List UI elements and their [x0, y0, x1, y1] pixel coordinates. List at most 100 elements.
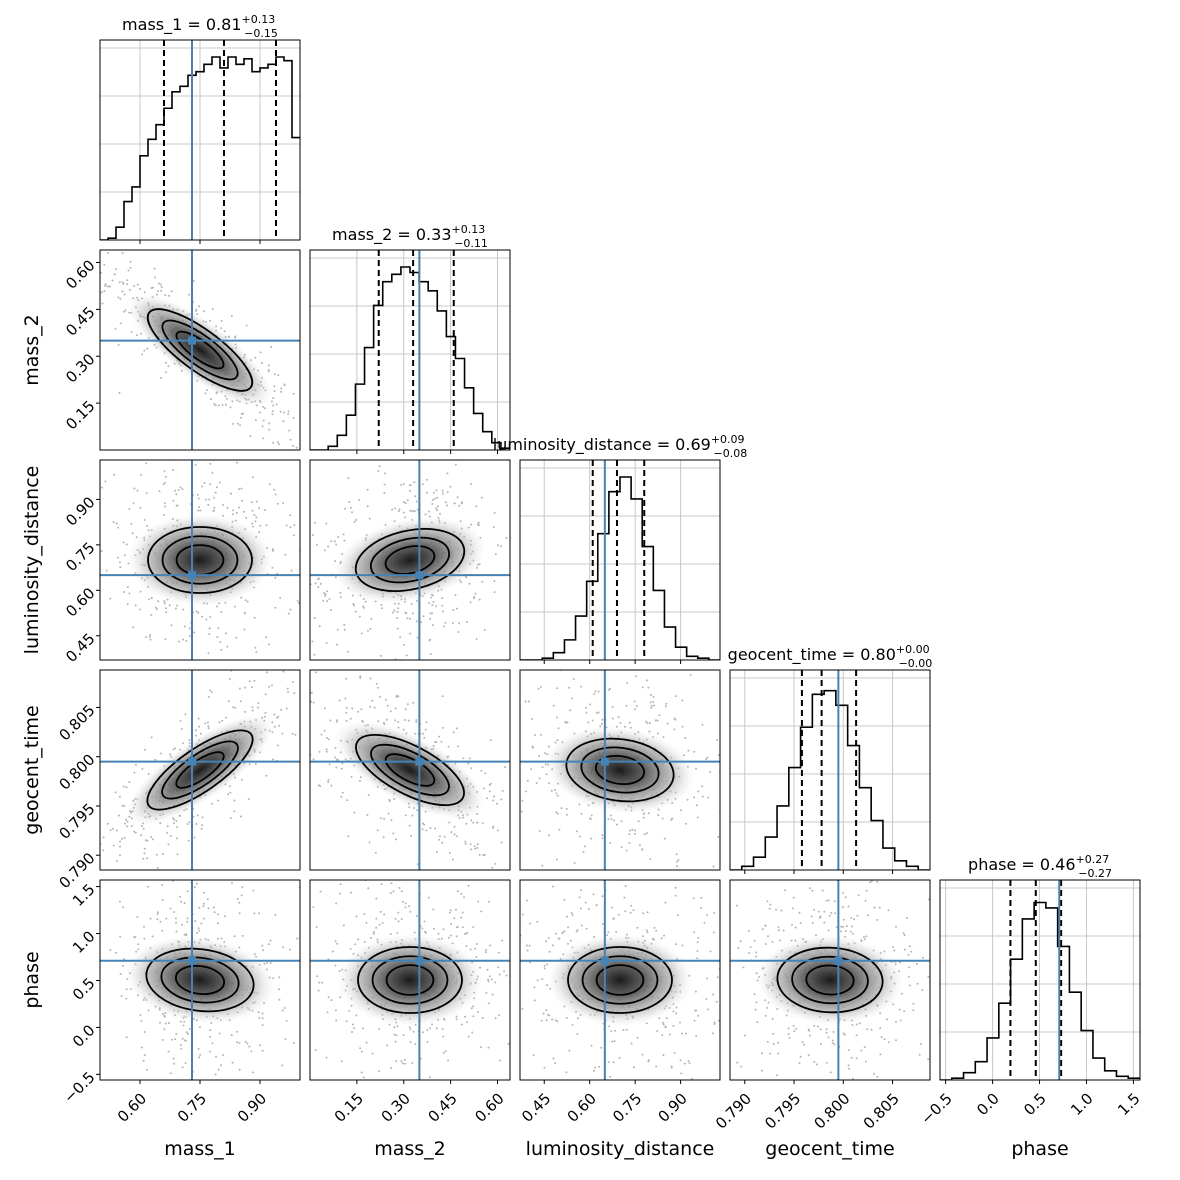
- scatter-point: [151, 286, 154, 289]
- scatter-point: [272, 549, 274, 552]
- scatter-point: [811, 889, 814, 892]
- scatter-point: [545, 832, 547, 834]
- scatter-point: [833, 1043, 836, 1046]
- scatter-point: [611, 706, 614, 708]
- scatter-point: [360, 1071, 363, 1074]
- scatter-point: [764, 1014, 767, 1017]
- scatter-point: [353, 811, 356, 814]
- scatter-point: [230, 315, 233, 318]
- scatter-point: [463, 896, 466, 899]
- scatter-point: [71, 223, 73, 225]
- scatter-point: [340, 767, 343, 770]
- x-tick-label: 1.5: [1114, 1090, 1144, 1120]
- scatter-point: [221, 1054, 224, 1056]
- scatter-point: [795, 1027, 798, 1030]
- scatter-point: [136, 283, 139, 286]
- scatter-point: [498, 1059, 501, 1062]
- scatter-point: [365, 921, 368, 924]
- scatter-point: [855, 1023, 858, 1026]
- scatter-point: [180, 728, 183, 730]
- scatter-point: [172, 1057, 175, 1060]
- scatter-point: [338, 699, 341, 702]
- scatter-point: [569, 709, 572, 712]
- scatter-point: [126, 283, 129, 285]
- scatter-point: [194, 463, 197, 466]
- scatter-point: [429, 827, 432, 829]
- scatter-point: [163, 677, 165, 679]
- scatter-point: [499, 875, 501, 877]
- scatter-point: [160, 752, 163, 755]
- scatter-point: [617, 913, 620, 916]
- scatter-point: [127, 873, 129, 875]
- scatter-point: [378, 465, 381, 468]
- scatter-point: [161, 929, 164, 932]
- scatter-point: [188, 635, 191, 638]
- scatter-point: [742, 966, 745, 969]
- scatter-point: [164, 475, 167, 478]
- scatter-point: [766, 1006, 768, 1009]
- scatter-point: [273, 385, 276, 388]
- scatter-point: [461, 926, 464, 929]
- scatter-point: [226, 645, 229, 648]
- scatter-point: [394, 707, 397, 710]
- scatter-point: [172, 748, 175, 751]
- scatter-point: [347, 650, 350, 653]
- scatter-point: [126, 820, 129, 823]
- scatter-point: [280, 390, 282, 393]
- scatter-point: [114, 327, 117, 330]
- scatter-point: [209, 483, 212, 486]
- scatter-point: [600, 1046, 603, 1049]
- scatter-point: [242, 510, 245, 513]
- x-tick-label: 0.805: [860, 1090, 903, 1133]
- scatter-point: [693, 1019, 696, 1022]
- scatter-point: [643, 833, 646, 836]
- scatter-point: [262, 949, 265, 952]
- scatter-point: [679, 1059, 682, 1062]
- scatter-point: [655, 641, 657, 643]
- scatter-point: [483, 875, 485, 877]
- scatter-point: [442, 625, 445, 628]
- scatter-point: [556, 794, 559, 797]
- scatter-point: [400, 1060, 403, 1063]
- scatter-point: [367, 794, 370, 796]
- scatter-point: [895, 925, 897, 928]
- scatter-point: [379, 695, 382, 698]
- scatter-point: [88, 250, 90, 252]
- scatter-point: [335, 766, 338, 769]
- scatter-point: [569, 939, 572, 942]
- scatter-point: [521, 1008, 524, 1010]
- scatter-point: [444, 621, 447, 624]
- scatter-point: [712, 931, 715, 934]
- scatter-point: [164, 361, 167, 364]
- scatter-point: [167, 843, 170, 846]
- y-tick-label: 0.60: [62, 584, 98, 620]
- scatter-point: [475, 505, 478, 508]
- scatter-point: [341, 791, 344, 794]
- scatter-point: [204, 722, 207, 725]
- scatter-point: [668, 871, 670, 873]
- scatter-point: [402, 666, 404, 668]
- scatter-point: [455, 835, 458, 838]
- panel-frame: [309, 879, 511, 1081]
- scatter-point: [416, 508, 419, 511]
- scatter-point: [312, 758, 315, 761]
- panel-frame: [519, 459, 721, 661]
- scatter-point: [614, 1029, 617, 1032]
- scatter-point: [550, 789, 553, 792]
- scatter-point: [287, 690, 289, 693]
- scatter-point: [521, 913, 524, 916]
- scatter-point: [921, 989, 924, 991]
- scatter-point: [661, 817, 664, 820]
- scatter-point: [278, 988, 280, 991]
- scatter-point: [161, 884, 164, 886]
- scatter-point: [821, 889, 824, 892]
- scatter-point: [257, 706, 260, 709]
- scatter-point: [895, 1020, 897, 1023]
- scatter-point: [126, 586, 129, 589]
- scatter-point: [282, 502, 285, 505]
- scatter-point: [487, 978, 490, 981]
- scatter-point: [231, 1081, 233, 1083]
- scatter-point: [123, 554, 126, 557]
- scatter-point: [281, 1009, 284, 1012]
- scatter-point: [395, 1034, 398, 1037]
